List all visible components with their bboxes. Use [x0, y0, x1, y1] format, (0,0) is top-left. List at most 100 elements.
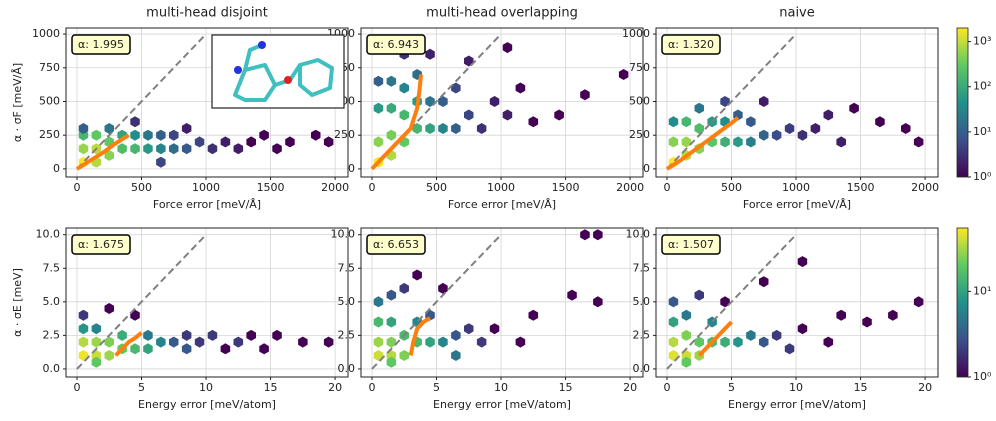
x-axis-label: Force error [meV/Å] — [153, 198, 261, 211]
hexbin — [246, 329, 256, 341]
hexbin — [386, 102, 397, 114]
x-tick-label: 0 — [73, 381, 80, 394]
hexbin — [399, 350, 409, 361]
hexbin — [181, 123, 192, 134]
hexbin — [425, 123, 435, 134]
y-tick-label: 750 — [629, 61, 650, 74]
mean-line — [697, 320, 733, 357]
hexbin — [373, 296, 384, 308]
hexbin — [489, 96, 500, 107]
x-tick-label: 1500 — [552, 181, 580, 194]
hexbin — [298, 336, 308, 348]
annotation: α: 1.507 — [668, 238, 714, 251]
plot-frame — [65, 227, 349, 378]
hexbin — [412, 269, 422, 281]
panel-title: multi-head disjoint — [146, 6, 268, 21]
colorbar-tick-label: 10⁰ — [973, 170, 992, 183]
x-tick-label: 2000 — [911, 181, 939, 194]
hexbin — [386, 336, 397, 348]
y-tick-label: 7.5 — [338, 261, 356, 274]
y-tick-label: 250 — [629, 128, 650, 141]
mean-line — [75, 133, 130, 171]
hexbin — [528, 116, 539, 128]
hexbin — [91, 129, 102, 141]
hexbin — [323, 336, 334, 348]
y-tick-label: 10.0 — [36, 228, 61, 241]
annotation-box — [71, 34, 131, 55]
mean-line — [370, 74, 424, 171]
hexbin — [104, 149, 114, 161]
hexbin — [386, 75, 397, 87]
mean-line — [408, 316, 432, 356]
hexbin — [386, 356, 397, 368]
colorbar-tick-label: 10¹ — [973, 284, 991, 297]
hexbin — [733, 136, 743, 148]
hexbin — [759, 96, 769, 107]
hexbin — [771, 129, 782, 141]
y-tick-label: 10.0 — [626, 228, 651, 241]
annotation-box — [661, 234, 721, 255]
hexbin — [668, 136, 679, 148]
x-tick-label: 10 — [494, 381, 508, 394]
hexbin — [476, 123, 487, 134]
annotation-box — [661, 34, 721, 55]
x-axis-label: Energy error [meV/atom] — [728, 398, 866, 411]
hexbin — [181, 329, 192, 341]
hexbin — [117, 143, 127, 155]
x-axis-label: Energy error [meV/atom] — [138, 398, 276, 411]
hexbin — [502, 42, 513, 54]
hexbin — [451, 123, 461, 134]
hexbin — [438, 336, 448, 348]
hexbin — [438, 282, 448, 294]
hexbin — [759, 129, 769, 141]
y-tick-label: 0 — [643, 162, 650, 175]
x-tick-label: 5 — [433, 381, 440, 394]
hexbin — [746, 329, 756, 341]
hexbin — [130, 143, 140, 155]
reference-line — [76, 33, 207, 170]
y-tick-label: 0.0 — [633, 362, 651, 375]
x-tick-label: 20 — [623, 381, 637, 394]
hexbin — [849, 102, 859, 114]
x-tick-label: 2000 — [321, 181, 349, 194]
hexbin — [875, 116, 885, 128]
hexbin — [464, 323, 474, 335]
x-tick-label: 0 — [663, 181, 670, 194]
hexbin — [515, 336, 526, 348]
hexbin — [784, 343, 795, 355]
hexbin — [746, 136, 756, 148]
hexbin — [888, 309, 898, 321]
molecule-inset — [211, 34, 345, 109]
y-tick-label: 2.5 — [633, 328, 651, 341]
hexbin — [143, 143, 153, 155]
x-tick-label: 1000 — [782, 181, 810, 194]
x-tick-label: 10 — [199, 381, 213, 394]
hexbin — [386, 129, 397, 141]
hexbin — [580, 89, 590, 101]
x-axis-label: Force error [meV/Å] — [743, 198, 851, 211]
hexbin — [720, 136, 730, 148]
panel-title: naive — [779, 6, 815, 21]
plot-frame — [360, 27, 644, 178]
y-tick-label: 500 — [629, 94, 650, 107]
colorbar-tick-label: 10¹ — [973, 125, 991, 138]
hexbin — [181, 343, 192, 355]
plot-frame — [65, 27, 349, 178]
hexbin — [681, 309, 692, 321]
hexbin — [720, 296, 730, 308]
hexbin — [681, 116, 692, 128]
hexbin — [399, 282, 409, 294]
colorbar — [956, 227, 969, 378]
hexbin — [797, 256, 808, 268]
hexbin — [220, 136, 231, 148]
hexbin — [593, 229, 603, 241]
hexbin — [78, 143, 89, 155]
y-tick-label: 7.5 — [43, 261, 61, 274]
hexbin — [91, 336, 102, 348]
hexbin — [104, 350, 114, 361]
hexbin — [78, 350, 89, 361]
y-tick-label: 1000 — [32, 27, 60, 40]
hexbin — [451, 82, 461, 94]
hexbin — [143, 129, 153, 141]
hexbin — [220, 343, 231, 355]
